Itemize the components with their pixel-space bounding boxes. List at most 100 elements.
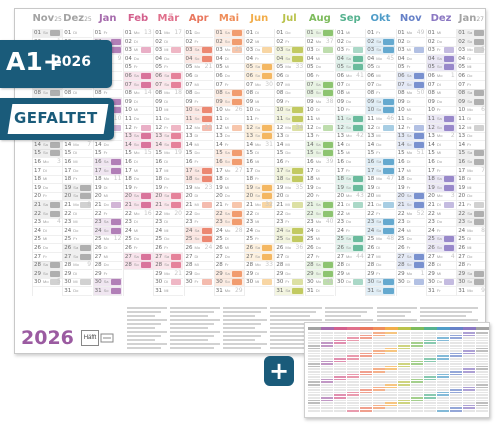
weekday-label: Do: [376, 202, 382, 207]
day-number: 21: [34, 202, 41, 208]
week-number: 5: [56, 278, 61, 286]
mini-day-row: [398, 352, 411, 355]
weekday-label: So: [255, 73, 260, 78]
fine-print-line: [223, 311, 261, 313]
weekday-label: So: [376, 107, 382, 113]
day-color-bar: [322, 124, 333, 131]
weekday-label: Sa: [315, 202, 321, 207]
mini-day-row: [449, 342, 462, 344]
day-color-bar: [80, 193, 91, 200]
day-number: 24: [34, 227, 41, 234]
day-row: 24 Sa: [184, 226, 214, 236]
mini-day-row: [308, 376, 320, 378]
day-number: 14: [367, 141, 375, 148]
weekday-label: Mi: [255, 98, 260, 104]
mini-day-row: [437, 373, 449, 376]
day-row: 15 Mo 19: [154, 149, 183, 159]
day-number: 05: [185, 64, 193, 71]
day-row: 31 Sa: [275, 287, 305, 296]
day-number: 09: [155, 98, 163, 105]
weekday-label: So: [467, 38, 473, 44]
day-color-bar: [443, 116, 455, 122]
fine-print-line: [223, 343, 267, 345]
mini-month-header: [308, 327, 321, 330]
mini-day-row: [475, 381, 488, 383]
day-number: 22: [367, 210, 375, 217]
day-number: 17: [94, 167, 102, 174]
mini-day-row: [333, 363, 346, 365]
weekday-label: Do: [315, 245, 321, 250]
weekday-label: Mi: [467, 184, 472, 190]
mini-month-header: [449, 327, 463, 330]
day-color-bar: [231, 159, 243, 165]
weekday-label: Fr: [285, 38, 290, 44]
mini-day-row: [398, 376, 411, 378]
weekday-label: Mi: [315, 176, 320, 182]
month-column: 01 Do 02 Fr 03 Sa 04 So 05 Mo 33 06 Di 07 Mi 08 Do 09 Fr 10…: [274, 29, 305, 296]
day-row: 17 Do: [245, 167, 274, 176]
calendar-grid: Nov2501So02Mo103Di04Mi05Do06Fr07Sa08So09…: [18, 12, 485, 302]
mini-day-row: [359, 384, 372, 386]
day-color-bar: [474, 124, 485, 131]
mini-day-row: [411, 389, 424, 391]
mini-day-row: [359, 407, 372, 409]
mini-day-row: [385, 378, 398, 381]
day-number: 15: [458, 150, 466, 157]
day-row: 17 Mi: [396, 167, 426, 176]
fine-print-line: [270, 335, 316, 337]
month-header: Nov25: [32, 12, 62, 26]
weekday-label: Sa: [285, 47, 291, 53]
day-row: 14 So: [123, 140, 153, 150]
fine-print-line: [127, 343, 167, 345]
weekday-label: Di: [467, 55, 471, 61]
weekday-label: So: [376, 288, 382, 293]
fine-print-line: [420, 311, 472, 313]
day-number: 02: [427, 38, 435, 45]
month-column: 01 So 02 Mo 37 03 Di 04 Mi 05 Do 06 Fr 07 Sa 08 So 09 Mo 38…: [304, 29, 335, 296]
weekday-label: Di: [224, 236, 229, 242]
day-row: 02 So: [457, 37, 485, 47]
weekday-label: Mi: [346, 30, 351, 35]
day-color-bar: [383, 202, 394, 208]
day-number: 30: [458, 279, 466, 286]
day-number: 29: [94, 270, 102, 277]
day-row: 01 Sa: [214, 29, 244, 38]
day-row: 30 Mi: [63, 278, 93, 288]
day-number: 21: [215, 202, 223, 208]
mini-day-row: [372, 339, 385, 342]
mini-day-row: [346, 371, 359, 373]
day-number: 12: [155, 124, 163, 131]
day-color-bar: [353, 176, 364, 183]
mini-day-row: [449, 355, 462, 357]
weekday-label: Mi: [376, 193, 381, 199]
day-color-bar: [171, 202, 182, 208]
fine-print-line: [270, 319, 322, 321]
day-row: 09 Di: [154, 98, 183, 107]
day-row: 27 Fr: [33, 253, 62, 262]
day-number: 03: [155, 47, 163, 54]
day-row: 23 Sa: [93, 218, 123, 228]
day-number: 21: [337, 202, 344, 208]
day-number: 01: [185, 30, 193, 36]
day-row: 05 Mi: [214, 63, 244, 73]
day-color-bar: [474, 270, 485, 277]
mini-day-row: [333, 391, 346, 394]
fine-print-line: [420, 307, 478, 309]
weekday-label: So: [285, 116, 291, 121]
day-row: 07 Di: [336, 81, 365, 90]
day-number: 10: [215, 107, 223, 114]
day-number: 27: [155, 253, 163, 260]
day-number: 05: [246, 64, 254, 71]
day-row: 19 Mi: [214, 184, 244, 193]
mini-month-header: [424, 327, 438, 330]
day-row: 14 So: [154, 140, 183, 150]
weekday-label: Sa: [346, 116, 351, 121]
poster-year: 2026: [21, 327, 74, 349]
day-row: 26 Mi: [214, 244, 244, 253]
week-number: 1: [450, 72, 455, 79]
mini-day-row: [424, 394, 437, 396]
day-number: 19: [34, 184, 41, 191]
